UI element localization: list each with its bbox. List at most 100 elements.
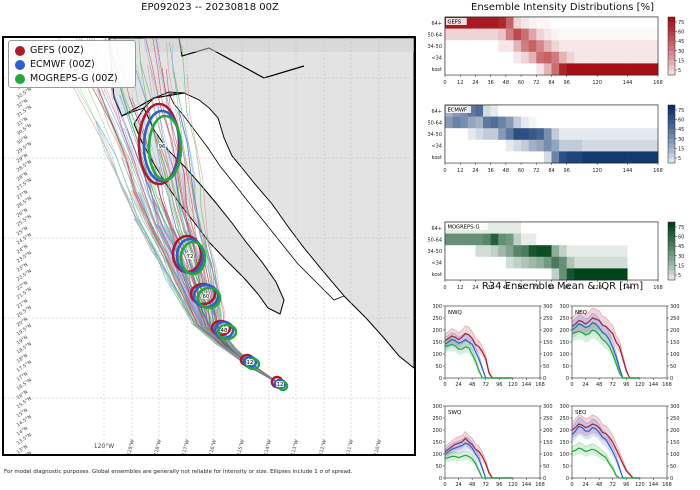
- heatmap-cell: [642, 151, 651, 164]
- iqr-band: [572, 313, 640, 378]
- heatmap-cell: [581, 105, 590, 117]
- heatmap-cell: [475, 128, 484, 141]
- heatmap-cell: [460, 63, 469, 76]
- heatmap-cell: [483, 28, 491, 41]
- heatmap-cell: [498, 40, 507, 53]
- heatmap-cell: [543, 139, 552, 152]
- heatmap-cell: [483, 105, 491, 117]
- heatmap-cell: [490, 40, 499, 53]
- heatmap-cell: [551, 28, 560, 41]
- y-tick-label-right: 50: [670, 464, 676, 470]
- heatmap-cell: [521, 151, 529, 164]
- heatmap-cell: [589, 256, 598, 269]
- heatmap-cell: [635, 105, 644, 117]
- heatmap-cell: [566, 40, 575, 53]
- heatmap-cell: [597, 116, 606, 129]
- heatmap-cell: [543, 116, 552, 129]
- legend-label: GEFS (00Z): [30, 45, 84, 56]
- heatmap-cell: [619, 63, 628, 76]
- colorbar-segment: [668, 251, 675, 257]
- lon-label: 119°W: [126, 439, 136, 454]
- heatmap-cell: [498, 17, 507, 29]
- colorbar-label: 75: [678, 108, 684, 114]
- heatmap-cell: [452, 256, 461, 269]
- colorbar-label: 45: [678, 244, 684, 250]
- x-tick-label: 84: [548, 285, 554, 291]
- heatmap-cell: [597, 222, 606, 234]
- heatmap-cell: [490, 268, 499, 281]
- heatmap-cell: [604, 105, 613, 117]
- colorbar-segment: [668, 148, 675, 154]
- heatmap-cell: [619, 51, 628, 64]
- heatmap-cell: [589, 268, 598, 281]
- intensity-title: Ensemble Intensity Distributions [%]: [471, 2, 654, 13]
- x-tick-label: 60: [518, 80, 524, 86]
- heatmap-cell: [642, 17, 651, 29]
- heatmap-cell: [551, 245, 560, 258]
- heatmap-cell: [452, 245, 461, 258]
- heatmap-cell: [612, 151, 621, 164]
- colorbar-segment: [668, 255, 675, 261]
- heatmap-cell: [536, 139, 545, 152]
- intensity-heatmaps: GEFS 64+ 50-64 34-50 <34 kost 0 12 24 36 48 60 72 84 9…: [427, 16, 684, 291]
- heatmap-cell: [521, 139, 529, 152]
- map-footnote: For model diagnostic purposes. Global en…: [4, 469, 353, 475]
- heatmap-cell: [467, 233, 476, 246]
- heatmap-cell: [597, 256, 606, 269]
- heatmap-cell: [536, 28, 545, 41]
- heatmap-cell: [627, 256, 636, 269]
- heatmap-cell: [498, 151, 507, 164]
- x-tick-label: 144: [623, 168, 633, 174]
- heatmap-cell: [513, 28, 522, 41]
- heatmap-cell: [543, 28, 552, 41]
- heatmap-cell: [513, 116, 522, 129]
- heatmap-cell: [505, 222, 514, 234]
- x-tick-label: 24: [472, 168, 478, 174]
- row-label: <34: [431, 144, 442, 150]
- legend-marker: [15, 45, 25, 56]
- heatmap-cell: [467, 256, 476, 269]
- y-tick-label-right: 150: [543, 340, 553, 346]
- heatmap-cell: [490, 51, 499, 64]
- heatmap-cell: [604, 245, 613, 258]
- heatmap-cell: [505, 139, 514, 152]
- heatmap-cell: [612, 233, 621, 246]
- heatmap-cell: [513, 128, 522, 141]
- heatmap-cell: [536, 151, 545, 164]
- heatmap-cell: [521, 222, 529, 234]
- heatmap-cell: [650, 28, 659, 41]
- heatmap-cell: [528, 40, 537, 53]
- heatmap-cell: [551, 139, 560, 152]
- heatmap-cell: [551, 256, 560, 269]
- row-label: <34: [431, 261, 442, 267]
- y-tick-label: 100: [559, 452, 569, 458]
- heatmap-cell: [597, 245, 606, 258]
- heatmap-cell: [619, 245, 628, 258]
- heatmap-cell: [604, 128, 613, 141]
- x-tick-label: 168: [535, 382, 545, 388]
- heatmap-cell: [543, 17, 552, 29]
- heatmap-cell: [635, 256, 644, 269]
- y-tick-label-right: 250: [543, 316, 553, 322]
- heatmap-cell: [475, 105, 484, 117]
- heatmap-cell: [528, 63, 537, 76]
- y-tick-label-right: 200: [543, 328, 553, 334]
- heatmap-cell: [543, 105, 552, 117]
- heatmap-cell: [581, 256, 590, 269]
- lon-label: 112°W: [318, 439, 328, 454]
- y-tick-label: 200: [559, 428, 569, 434]
- heatmap-cell: [566, 151, 575, 164]
- iqr-band: [572, 442, 640, 478]
- x-tick-label: 120: [592, 285, 602, 291]
- heatmap-cell: [566, 116, 575, 129]
- y-tick-label: 300: [432, 404, 442, 410]
- heatmap-cell: [619, 128, 628, 141]
- heatmap-cell: [581, 116, 590, 129]
- heatmap-cell: [475, 51, 484, 64]
- x-tick-label: 72: [533, 168, 539, 174]
- x-tick-label: 96: [623, 382, 629, 388]
- forecast-hour-label: 12: [277, 382, 284, 388]
